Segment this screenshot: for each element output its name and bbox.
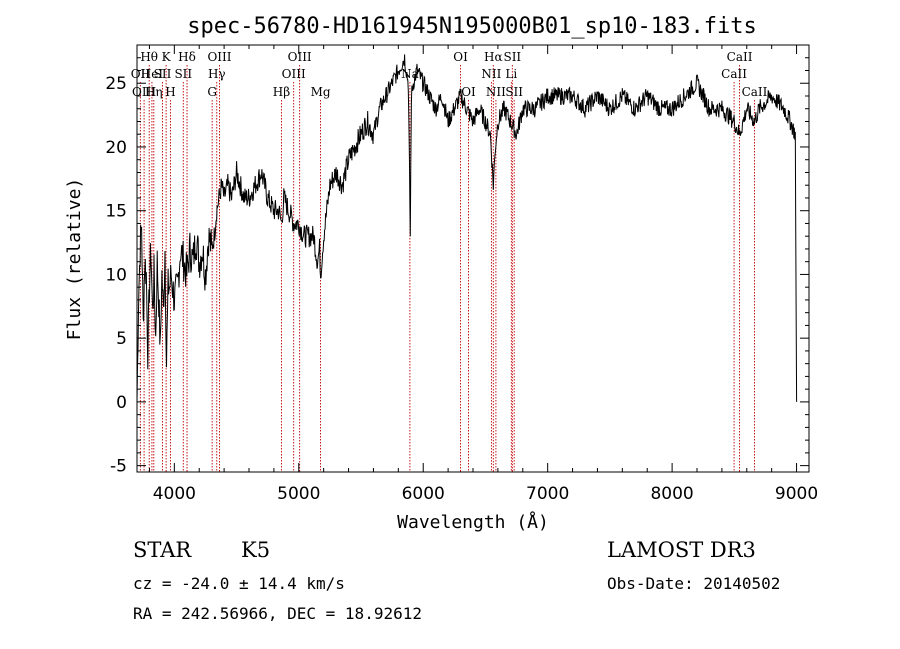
y-axis: -5 0 5 10 15 20 25 [105, 57, 809, 477]
x-tick-label: 7000 [526, 484, 569, 504]
spectral-line-label: SII [174, 67, 192, 81]
object-class: STAR [133, 538, 192, 562]
spectral-line-label: Hα [484, 50, 503, 64]
spectral-line-label: NII [486, 85, 506, 99]
x-tick-label: 8000 [650, 484, 693, 504]
y-tick-label: -5 [110, 457, 127, 477]
y-tick-label: 20 [105, 138, 127, 158]
spectral-line-label: OIII [207, 50, 231, 64]
object-subclass: K5 [241, 538, 271, 562]
x-axis: 4000 5000 6000 7000 8000 9000 [148, 45, 818, 504]
spectral-line-label: Mg [311, 85, 331, 99]
chart-title: spec-56780-HD161945N195000B01_sp10-183.f… [187, 14, 757, 39]
spectral-line-label: OIII [282, 67, 306, 81]
spectral-line-label: SII [154, 67, 172, 81]
x-axis-label: Wavelength (Å) [397, 511, 549, 533]
observation-date: Obs-Date: 20140502 [607, 574, 781, 593]
spectral-line-label: Hη [145, 85, 163, 99]
spectral-line-label: OI [461, 85, 476, 99]
spectrum-line [136, 54, 798, 403]
y-tick-label: 0 [116, 393, 127, 413]
spectral-line-label: Li [505, 67, 517, 81]
spectral-line-label: OI [453, 50, 468, 64]
spectral-line-label: HeI [141, 67, 164, 81]
y-axis-label: Flux (relative) [64, 178, 85, 341]
spectral-line-label: SII [503, 50, 521, 64]
spectral-line-label: CaII [727, 50, 753, 64]
spectral-line-label: Hδ [178, 50, 196, 64]
y-tick-label: 10 [105, 265, 127, 285]
y-tick-label: 5 [116, 329, 127, 349]
x-tick-label: 6000 [402, 484, 445, 504]
spectral-line-label: Hθ [140, 50, 158, 64]
spectral-line-label: H [165, 85, 175, 99]
spectral-line-label: G [207, 85, 217, 99]
survey-name: LAMOST DR3 [607, 538, 756, 562]
coordinates-readout: RA = 242.56966, DEC = 18.92612 [133, 604, 422, 623]
spectral-line-label: CaII [721, 67, 747, 81]
redshift-readout: cz = -24.0 ± 14.4 km/s [133, 574, 345, 593]
x-tick-label: 5000 [277, 484, 320, 504]
spectral-line-label: Hγ [208, 67, 226, 81]
y-tick-label: 25 [105, 74, 127, 94]
x-tick-label: 9000 [775, 484, 818, 504]
spectral-line-label: NII [481, 67, 501, 81]
spectral-line-label: SII [505, 85, 523, 99]
spectrum-series [136, 54, 798, 403]
x-tick-label: 4000 [153, 484, 196, 504]
y-tick-label: 15 [105, 202, 127, 222]
spectral-line-label: OIII [288, 50, 312, 64]
spectral-line-label: CaII [742, 85, 768, 99]
spectral-line-label: Hβ [273, 85, 290, 99]
spectral-line-label: K [162, 50, 172, 64]
spectral-line-label: OII [131, 67, 151, 81]
